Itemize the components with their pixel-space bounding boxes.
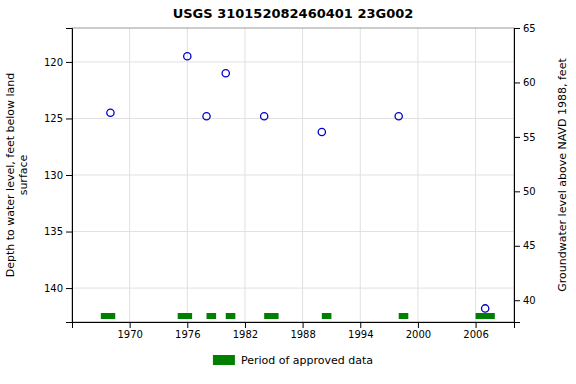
tick-label: 2000 [406,329,431,340]
tick: 2006 [463,322,488,340]
tick-mark [66,118,72,119]
tick: 140 [44,283,72,294]
x-axis: 1970 1976 1982 1988 1994 2000 2006 [73,322,515,340]
point [395,113,402,120]
span-bar [264,313,278,319]
tick-label: 1994 [348,329,373,340]
point [203,113,210,120]
tick: 1994 [348,322,373,340]
tick-label: 1976 [175,329,200,340]
tick-label: 1970 [117,329,142,340]
tick-mark [514,191,520,192]
tick-label: 140 [44,283,63,294]
legend-swatch [213,355,235,365]
span-bar [476,313,495,319]
tick: 60 [514,77,536,88]
tick-label: 120 [44,57,63,68]
tick: 1976 [175,322,200,340]
tick-mark [514,82,520,83]
span-bar [101,313,115,319]
point [107,109,114,116]
tick-label: 45 [523,240,536,251]
tick: 1970 [117,322,142,340]
tick-mark [130,322,131,328]
tick-label: 40 [523,295,536,306]
tick-mark [245,322,246,328]
tick: 65 [514,23,536,34]
tick: 45 [514,240,536,251]
grid-line-y [72,231,514,232]
y2-axis: 40 45 50 55 60 65 [514,23,536,323]
y2-axis-label: Groundwater level above NAVD 1988, feet [556,58,569,292]
tick-label: 1982 [233,329,258,340]
legend-label: Period of approved data [241,354,373,367]
tick: 135 [44,226,72,237]
span-series [101,313,495,319]
tick: 2000 [406,322,431,340]
axis-line [66,29,73,323]
points [107,53,489,312]
point [261,113,268,120]
tick-mark [66,62,72,63]
span-bar [399,313,409,319]
title: USGS 310152082460401 23G002 [173,6,414,21]
grid-line-y [72,118,514,119]
span-bar [178,313,192,319]
tick-mark [514,28,520,29]
grid-line-y [72,61,514,62]
span-bar [226,313,236,319]
point [318,128,325,135]
axis-line [515,29,521,323]
tick: 1988 [290,322,315,340]
tick: 120 [44,57,72,68]
tick-mark [187,322,188,328]
grid-line-y [72,175,514,176]
tick-mark [514,246,520,247]
point [222,70,229,77]
grid [72,28,514,322]
tick-mark [514,300,520,301]
tick-mark [514,137,520,138]
tick-label: 1988 [290,329,315,340]
tick: 50 [514,186,536,197]
tick-mark [418,322,419,328]
tick-label: 55 [523,132,536,143]
tick-mark [476,322,477,328]
span-bar [207,313,217,319]
chart: 1970 1976 1982 1988 1994 2000 2006 120 125 130 135… [0,0,576,384]
tick-mark [66,232,72,233]
tick-label: 135 [44,226,63,237]
span-bar [322,313,332,319]
tick: 40 [514,295,536,306]
tick-label: 125 [44,113,63,124]
tick-label: 2006 [463,329,488,340]
tick: 1982 [233,322,258,340]
tick: 55 [514,132,536,143]
legend: Period of approved data [213,354,373,367]
point [184,53,191,60]
tick-mark [66,175,72,176]
legend-item: Period of approved data [213,354,373,367]
axis-line [73,323,515,329]
tick-label: 60 [523,77,536,88]
tick-mark [303,322,304,328]
tick-mark [66,288,72,289]
tick-label: 50 [523,186,536,197]
tick-mark [360,322,361,328]
tick: 125 [44,113,72,124]
tick-label: 130 [44,170,63,181]
plot-frame [72,28,514,322]
tick: 130 [44,170,72,181]
y-axis: 120 125 130 135 140 [44,29,73,323]
point [482,305,489,312]
plot-area [101,53,495,319]
y-axis-label: Depth to water level, feet below landsur… [4,73,30,278]
grid-line-y [72,288,514,289]
tick-label: 65 [523,23,536,34]
